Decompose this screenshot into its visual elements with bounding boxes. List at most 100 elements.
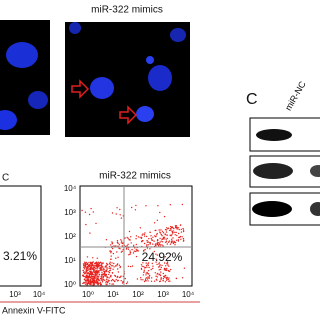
dot [83,268,86,270]
cell [69,22,81,34]
dot [116,207,118,209]
dot [111,212,114,214]
dot [162,272,164,275]
dot [139,227,142,229]
dot [159,268,162,271]
dot [174,234,176,236]
dot [118,276,121,279]
dot [170,227,172,230]
dot [106,268,108,270]
dot [131,265,134,267]
dot [156,234,158,236]
dot [116,241,119,243]
dot [161,264,163,267]
dot [155,258,157,260]
dot [146,235,148,238]
dot [96,268,98,270]
dot [155,253,157,255]
dot [105,283,107,285]
dot [153,250,155,253]
x-tick-label: 10² [132,290,144,299]
dot [155,278,157,280]
dot [158,266,160,268]
dot [112,265,114,267]
dot [92,211,95,213]
dot [129,253,131,255]
dot [101,275,103,277]
dot [150,235,152,237]
dot [146,278,149,280]
dot [182,237,185,240]
dot [156,240,159,242]
dot [109,267,112,269]
dot [110,258,112,260]
panel-label: C [2,173,9,184]
dot [147,280,149,282]
dot [159,264,161,266]
dot [109,264,112,266]
dot [163,276,166,278]
dot [175,227,177,229]
dot [86,256,89,258]
dot [169,204,171,206]
dot [90,270,92,272]
dot [148,266,150,269]
dot [169,234,171,236]
dot [109,283,111,285]
dot [101,273,103,276]
dot [84,264,87,266]
dot [103,268,105,271]
dot [135,235,138,237]
dot [124,277,127,280]
dot [176,227,178,229]
dot [84,283,87,285]
lane-label: miR-NC [283,79,308,112]
dot [149,231,151,233]
dot [90,207,92,210]
dot [97,277,99,279]
dot [158,280,161,283]
dot [161,244,163,246]
dot [157,245,160,247]
dot [179,224,182,226]
dot [156,242,158,245]
dot [158,262,161,264]
dot [95,265,98,267]
dot [158,243,160,246]
dot [117,279,120,282]
dot [114,275,116,277]
dot [164,281,167,283]
y-tick-label: 10² [64,232,76,241]
dot [128,254,130,256]
cell [6,42,38,68]
dot [161,235,163,237]
dot [143,280,146,283]
dot [108,273,110,276]
dot [92,278,94,280]
dot [142,262,144,264]
dot [117,268,119,270]
dot [115,278,117,281]
dot [85,223,87,226]
dot [93,265,95,267]
dot [99,261,102,264]
dot [88,213,91,216]
dot [160,278,162,280]
dot [119,214,121,216]
dot [149,248,151,250]
dot [110,280,113,282]
dot [116,240,119,242]
dot [115,245,117,247]
dot [182,230,185,233]
dot [129,250,131,252]
dot [158,265,161,267]
cell [136,106,154,122]
dot [126,236,128,239]
dot [95,268,97,270]
dot [125,248,128,250]
dot [98,267,101,269]
dot [172,227,174,229]
dot [119,276,122,278]
dot [108,267,110,269]
